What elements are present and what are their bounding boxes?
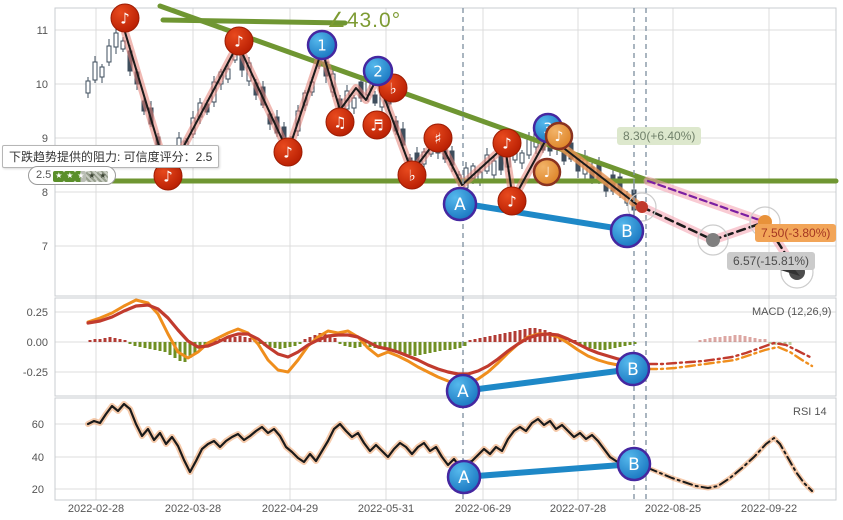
rsi-panel-label: RSI 14 bbox=[793, 406, 827, 418]
date-tick-label: 2022-03-28 bbox=[165, 503, 221, 515]
note-marker-glyph: ♯ bbox=[434, 129, 441, 147]
wave-number-marker-glyph: 1 bbox=[317, 36, 327, 54]
note-marker-glyph: ♪ bbox=[283, 143, 293, 161]
orange-note-marker-glyph: ♩ bbox=[544, 165, 551, 181]
note-marker-glyph: ♪ bbox=[163, 167, 173, 185]
point-a-handle-rsi-glyph: A bbox=[458, 468, 470, 488]
point-b-handle-price[interactable] bbox=[609, 213, 645, 249]
note-marker[interactable] bbox=[362, 110, 392, 140]
rsi-line bbox=[86, 402, 636, 474]
rsi-indicator bbox=[85, 401, 815, 494]
price-tick-label: 7 bbox=[42, 241, 48, 253]
macd-tick-label: 0.25 bbox=[27, 307, 48, 319]
macd-signal-forecast-line bbox=[646, 341, 812, 366]
point-b-handle-price-glyph: B bbox=[621, 222, 633, 242]
point-a-handle-macd[interactable] bbox=[445, 373, 481, 409]
date-tick-label: 2022-04-29 bbox=[262, 503, 318, 515]
trend-resistance-tooltip: 下跌趋势提供的阻力: 可信度评分：2.5 bbox=[2, 145, 220, 168]
ab-line-rsi[interactable] bbox=[461, 461, 637, 480]
ab-line-price[interactable] bbox=[457, 200, 630, 233]
rating-star-full: ★ bbox=[53, 170, 65, 182]
point-b-handle-macd[interactable] bbox=[615, 351, 651, 387]
price-tick-label: 9 bbox=[42, 133, 48, 145]
point-b-handle-rsi-glyph: B bbox=[628, 455, 640, 475]
note-marker-glyph: ♭ bbox=[408, 166, 415, 184]
note-marker[interactable] bbox=[423, 123, 453, 153]
rating-star-half: ★ bbox=[75, 170, 87, 182]
confidence-rating-badge[interactable]: 2.5 ★ ★ ★ ★ ★ bbox=[28, 166, 117, 185]
note-marker[interactable] bbox=[224, 26, 254, 56]
forecast-target-path bbox=[640, 205, 799, 274]
note-marker-glyph: ♭ bbox=[389, 79, 396, 97]
note-marker-glyph: ♪ bbox=[502, 134, 512, 152]
forecast-target-dot[interactable] bbox=[706, 233, 720, 247]
ab-trend-channel-lines[interactable] bbox=[457, 200, 637, 480]
note-marker-glyph: ♪ bbox=[234, 32, 244, 50]
wave-number-marker-glyph: 2 bbox=[373, 62, 383, 80]
note-marker-glyph: ♪ bbox=[120, 9, 130, 27]
rating-stars: ★ ★ ★ ★ ★ bbox=[53, 169, 109, 182]
orange-note-marker[interactable] bbox=[532, 157, 562, 187]
note-marker[interactable] bbox=[110, 3, 140, 33]
date-tick-label: 2022-07-28 bbox=[550, 503, 606, 515]
point-a-handle-price[interactable] bbox=[442, 186, 478, 222]
date-tick-label: 2022-08-25 bbox=[645, 503, 701, 515]
wave-number-marker[interactable] bbox=[362, 55, 394, 87]
point-a-handle-rsi[interactable] bbox=[446, 459, 482, 495]
forecast-target-dot[interactable] bbox=[636, 201, 648, 213]
date-tick-label: 2022-06-29 bbox=[455, 503, 511, 515]
date-tick-label: 2022-02-28 bbox=[68, 503, 124, 515]
note-marker[interactable] bbox=[273, 137, 303, 167]
point-a-handle-macd-glyph: A bbox=[457, 382, 469, 402]
note-marker-glyph: ♬ bbox=[370, 116, 383, 134]
orange-note-marker-glyph: ♪ bbox=[555, 129, 564, 145]
rsi-forecast-line bbox=[647, 437, 813, 492]
note-marker[interactable] bbox=[325, 107, 355, 137]
macd-panel-label: MACD (12,26,9) bbox=[752, 306, 832, 318]
note-marker[interactable] bbox=[397, 160, 427, 190]
price-target-down-label: 6.57(-15.81%) bbox=[727, 252, 816, 270]
price-tick-label: 8 bbox=[42, 187, 48, 199]
note-marker[interactable] bbox=[492, 128, 522, 158]
axis-tick-labels: 11 10 9 8 7 0.25 0.00 -0.25 60 40 20 2022-02-28 2022… bbox=[23, 25, 797, 515]
orange-note-marker[interactable] bbox=[544, 121, 574, 151]
price-target-mid-label: 7.50(-3.80%) bbox=[755, 224, 837, 242]
rsi-tick-label: 20 bbox=[32, 484, 44, 496]
macd-tick-label: -0.25 bbox=[23, 367, 48, 379]
note-marker[interactable] bbox=[497, 186, 527, 216]
price-tick-label: 10 bbox=[36, 79, 48, 91]
forecast-channel-line bbox=[646, 179, 767, 224]
rating-star-empty: ★ bbox=[86, 170, 98, 182]
note-marker-glyph: ♫ bbox=[333, 113, 346, 131]
trend-angle-label: ∠43.0° bbox=[327, 9, 402, 32]
dashed-vertical-guides bbox=[462, 8, 647, 500]
macd-forecast-line bbox=[646, 345, 814, 371]
wave-number-marker[interactable] bbox=[306, 29, 338, 61]
macd-tick-label: 0.00 bbox=[27, 337, 48, 349]
point-b-handle-rsi[interactable] bbox=[616, 446, 652, 482]
rating-star-empty: ★ bbox=[97, 170, 109, 182]
rsi-tick-label: 40 bbox=[32, 452, 44, 464]
rating-star-full: ★ bbox=[64, 170, 76, 182]
price-tick-label: 11 bbox=[37, 25, 48, 37]
point-b-handle-macd-glyph: B bbox=[627, 360, 639, 380]
point-a-handle-price-glyph: A bbox=[454, 195, 466, 215]
macd-signal-line bbox=[86, 303, 642, 376]
rsi-tick-label: 60 bbox=[32, 419, 44, 431]
date-tick-label: 2022-05-31 bbox=[358, 503, 414, 515]
rating-value: 2.5 bbox=[36, 169, 52, 182]
note-marker-glyph: ♪ bbox=[507, 192, 517, 210]
macd-indicator bbox=[86, 298, 814, 386]
ab-line-macd[interactable] bbox=[460, 366, 636, 394]
top-horizontal-trendline[interactable] bbox=[160, 17, 348, 26]
date-tick-label: 2022-09-22 bbox=[741, 503, 797, 515]
price-target-up-label: 8.30(+6.40%) bbox=[617, 127, 702, 145]
